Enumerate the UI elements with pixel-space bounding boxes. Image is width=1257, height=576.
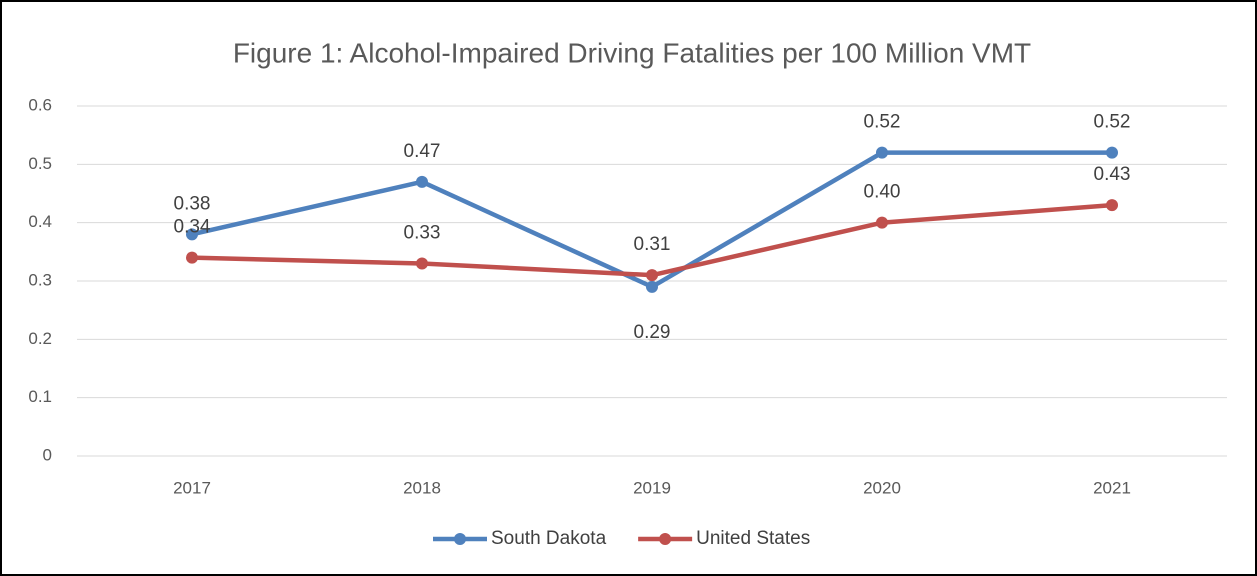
data-point (646, 280, 658, 293)
legend-label: South Dakota (491, 528, 607, 549)
y-tick-label: 0.3 (28, 270, 52, 289)
y-tick-label: 0.2 (28, 329, 52, 348)
data-point (186, 251, 198, 264)
legend-label: United States (696, 528, 810, 549)
y-tick-label: 0.4 (28, 212, 52, 231)
x-tick-label: 2019 (633, 478, 671, 497)
data-point (416, 257, 428, 270)
data-label: 0.33 (404, 223, 441, 244)
data-label: 0.52 (1094, 112, 1131, 133)
data-point (1106, 146, 1118, 159)
data-label: 0.47 (404, 141, 441, 162)
chart-title: Figure 1: Alcohol-Impaired Driving Fatal… (233, 37, 1031, 68)
data-label: 0.29 (634, 322, 671, 343)
y-tick-label: 0.1 (28, 387, 52, 406)
data-point (186, 228, 198, 241)
y-tick-label: 0.5 (28, 154, 52, 173)
x-tick-label: 2017 (173, 478, 211, 497)
y-tick-label: 0 (43, 445, 52, 464)
legend-marker (659, 533, 672, 545)
data-label: 0.43 (1094, 164, 1131, 185)
data-label: 0.52 (864, 112, 901, 133)
x-tick-label: 2021 (1093, 478, 1131, 497)
data-point (876, 216, 888, 229)
data-point (646, 269, 658, 282)
data-label: 0.38 (174, 193, 211, 214)
x-tick-label: 2018 (403, 478, 441, 497)
data-point (1106, 199, 1118, 212)
x-tick-label: 2020 (863, 478, 901, 497)
legend: South Dakota United States (433, 528, 810, 549)
data-label: 0.34 (174, 217, 211, 238)
data-point (416, 175, 428, 188)
data-point (876, 146, 888, 159)
legend-marker (454, 533, 466, 545)
data-label: 0.31 (634, 234, 671, 255)
data-label: 0.40 (864, 182, 901, 203)
y-tick-label: 0.6 (28, 95, 52, 114)
